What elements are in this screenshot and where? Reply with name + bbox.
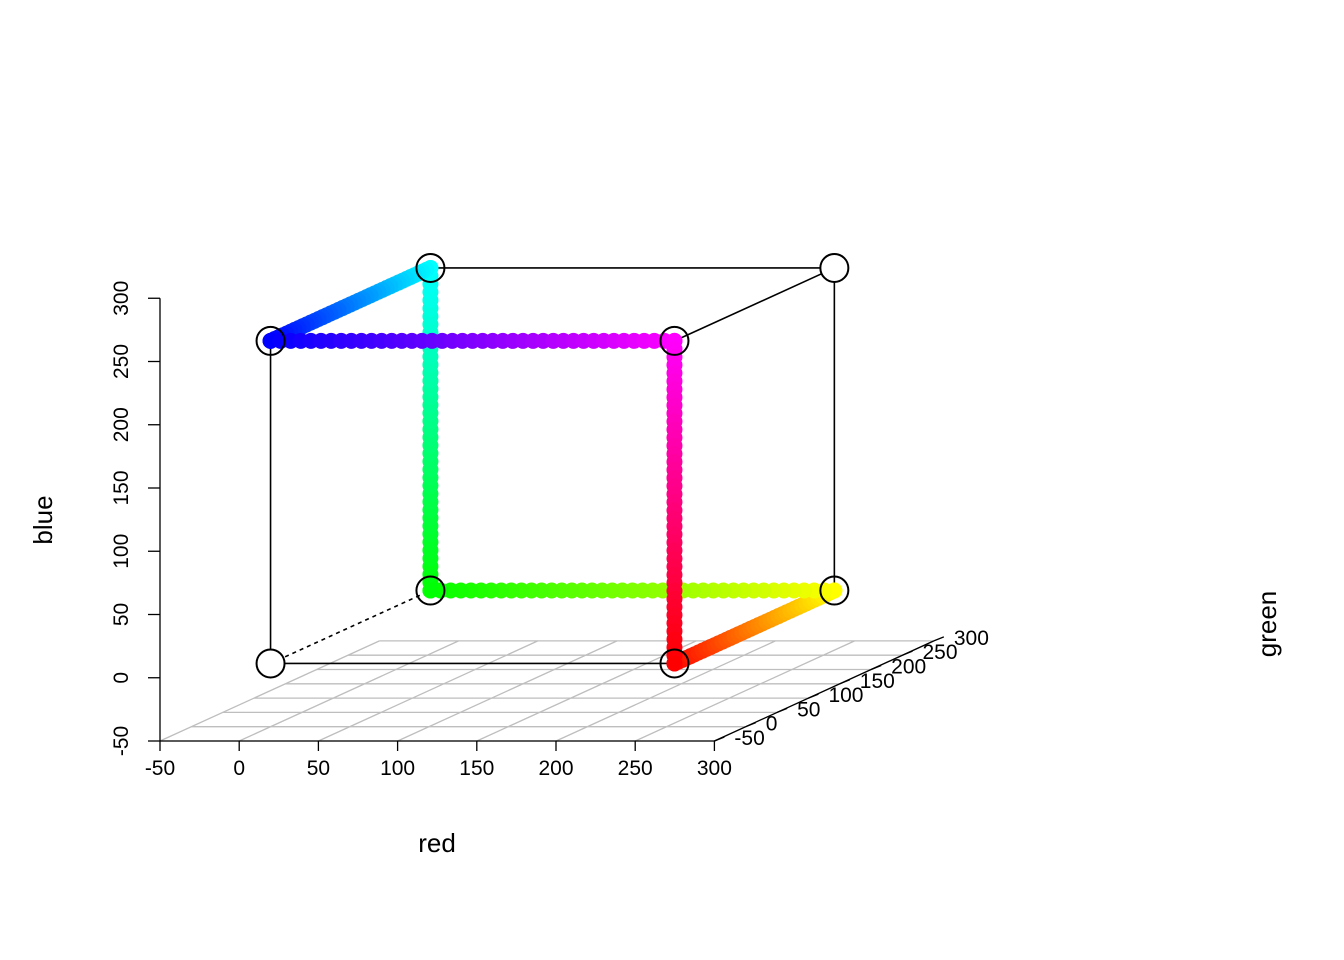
axes xyxy=(148,297,945,751)
y-tick-label: 150 xyxy=(860,670,895,693)
y-tick-label: 300 xyxy=(954,627,989,650)
y-tick xyxy=(714,736,725,742)
x-tick-label: 100 xyxy=(380,757,415,780)
z-tick-label: 300 xyxy=(110,281,133,316)
floor-grid xyxy=(159,640,935,742)
y-tick xyxy=(808,693,819,699)
z-tick-label: 50 xyxy=(110,603,133,626)
z-tick-label: 100 xyxy=(110,534,133,569)
x-tick-label: 150 xyxy=(459,757,494,780)
z-tick-label: 200 xyxy=(110,407,133,442)
y-tick-label: 50 xyxy=(797,698,820,721)
y-tick-label: 0 xyxy=(766,713,778,736)
y-tick-label: 200 xyxy=(891,656,926,679)
y-tick-label: -50 xyxy=(734,727,764,750)
y-tick-label: 100 xyxy=(828,684,863,707)
cube-edge xyxy=(674,267,835,342)
x-axis-title: red xyxy=(418,828,456,858)
cube-edges xyxy=(269,267,836,665)
corner-marker xyxy=(255,325,286,356)
x-tick-label: 200 xyxy=(538,757,573,780)
cube-edge-hidden xyxy=(270,589,431,665)
x-tick-label: 0 xyxy=(233,757,245,780)
tick-labels: -50 0 50 100 150 200 250 300-500501001502002503… xyxy=(110,281,989,780)
y-tick xyxy=(870,664,882,671)
grid-line-red xyxy=(476,640,697,742)
y-tick xyxy=(839,679,851,685)
z-tick-label: -50 xyxy=(110,726,133,756)
x-tick-label: 50 xyxy=(307,757,330,780)
y-tick xyxy=(745,722,756,728)
y-tick-label: 250 xyxy=(923,641,958,664)
corner-marker xyxy=(819,252,850,283)
corner-marker xyxy=(659,648,690,679)
grid-line-red xyxy=(238,640,459,742)
z-tick-label: 0 xyxy=(110,672,133,684)
y-tick xyxy=(776,707,788,714)
corner-marker xyxy=(819,575,850,606)
x-tick-label: 300 xyxy=(697,757,732,780)
cube-corners xyxy=(255,252,850,679)
grid-line-red xyxy=(397,640,618,742)
corner-marker xyxy=(415,252,446,283)
grid-line-red xyxy=(159,640,380,742)
y-axis-title: green xyxy=(1252,591,1282,658)
x-tick-label: -50 xyxy=(145,757,175,780)
grid-line-red xyxy=(634,640,855,742)
grid-line-red xyxy=(555,640,776,742)
y-tick xyxy=(902,650,913,656)
data-points xyxy=(262,259,843,672)
z-tick-label: 150 xyxy=(110,470,133,505)
x-tick-label: 250 xyxy=(618,757,653,780)
corner-marker xyxy=(415,575,446,606)
z-axis-title: blue xyxy=(28,495,58,544)
y-tick xyxy=(933,636,945,642)
grid-line-red xyxy=(318,640,539,742)
data-point xyxy=(666,655,683,672)
corner-marker xyxy=(255,648,286,679)
z-tick-label: 250 xyxy=(110,344,133,379)
corner-marker xyxy=(659,325,690,356)
